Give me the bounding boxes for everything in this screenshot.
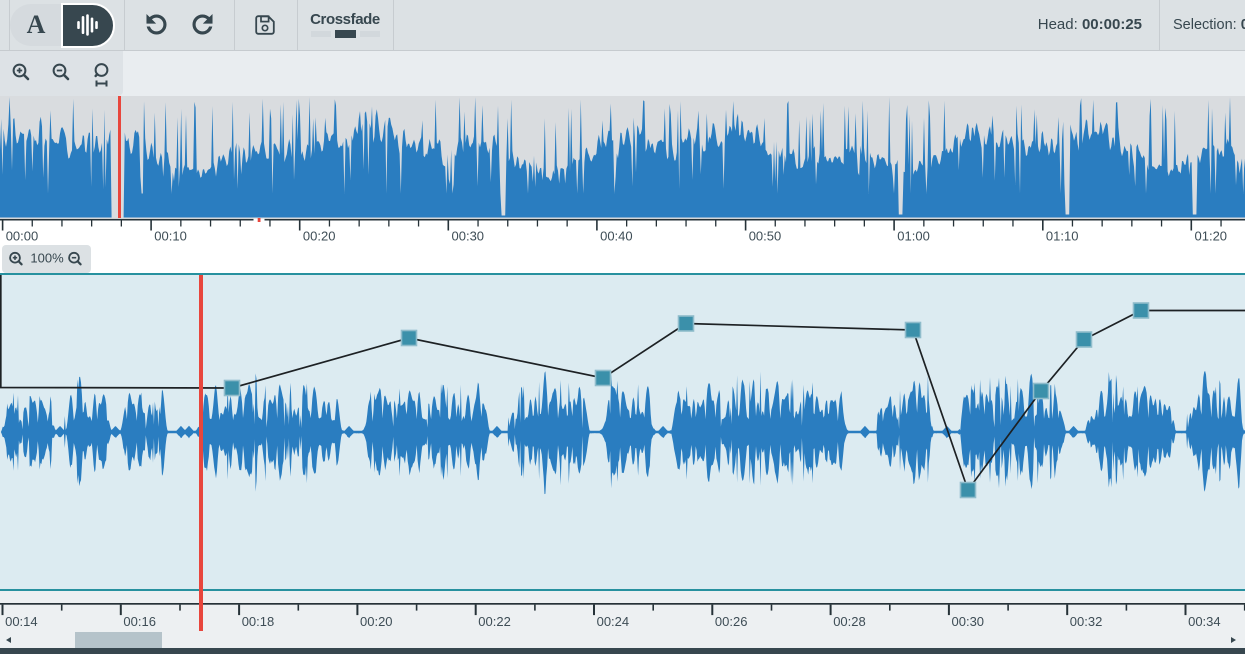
svg-text:00:50: 00:50 [749,229,782,244]
svg-text:00:20: 00:20 [360,614,393,629]
svg-text:00:24: 00:24 [597,614,630,629]
svg-text:00:30: 00:30 [452,229,485,244]
svg-text:01:10: 01:10 [1046,229,1079,244]
svg-text:00:30: 00:30 [952,614,985,629]
svg-text:00:32: 00:32 [1070,614,1103,629]
svg-text:00:14: 00:14 [5,614,38,629]
svg-text:01:20: 01:20 [1195,229,1228,244]
svg-text:00:34: 00:34 [1188,614,1221,629]
svg-text:00:28: 00:28 [833,614,866,629]
svg-text:00:16: 00:16 [123,614,156,629]
svg-text:00:40: 00:40 [600,229,633,244]
svg-text:01:00: 01:00 [897,229,930,244]
svg-text:00:10: 00:10 [154,229,187,244]
svg-text:00:26: 00:26 [715,614,748,629]
svg-text:00:18: 00:18 [242,614,275,629]
svg-text:00:00: 00:00 [6,229,39,244]
svg-text:100%: 100% [30,251,64,266]
svg-text:00:20: 00:20 [303,229,336,244]
svg-text:00:22: 00:22 [478,614,511,629]
